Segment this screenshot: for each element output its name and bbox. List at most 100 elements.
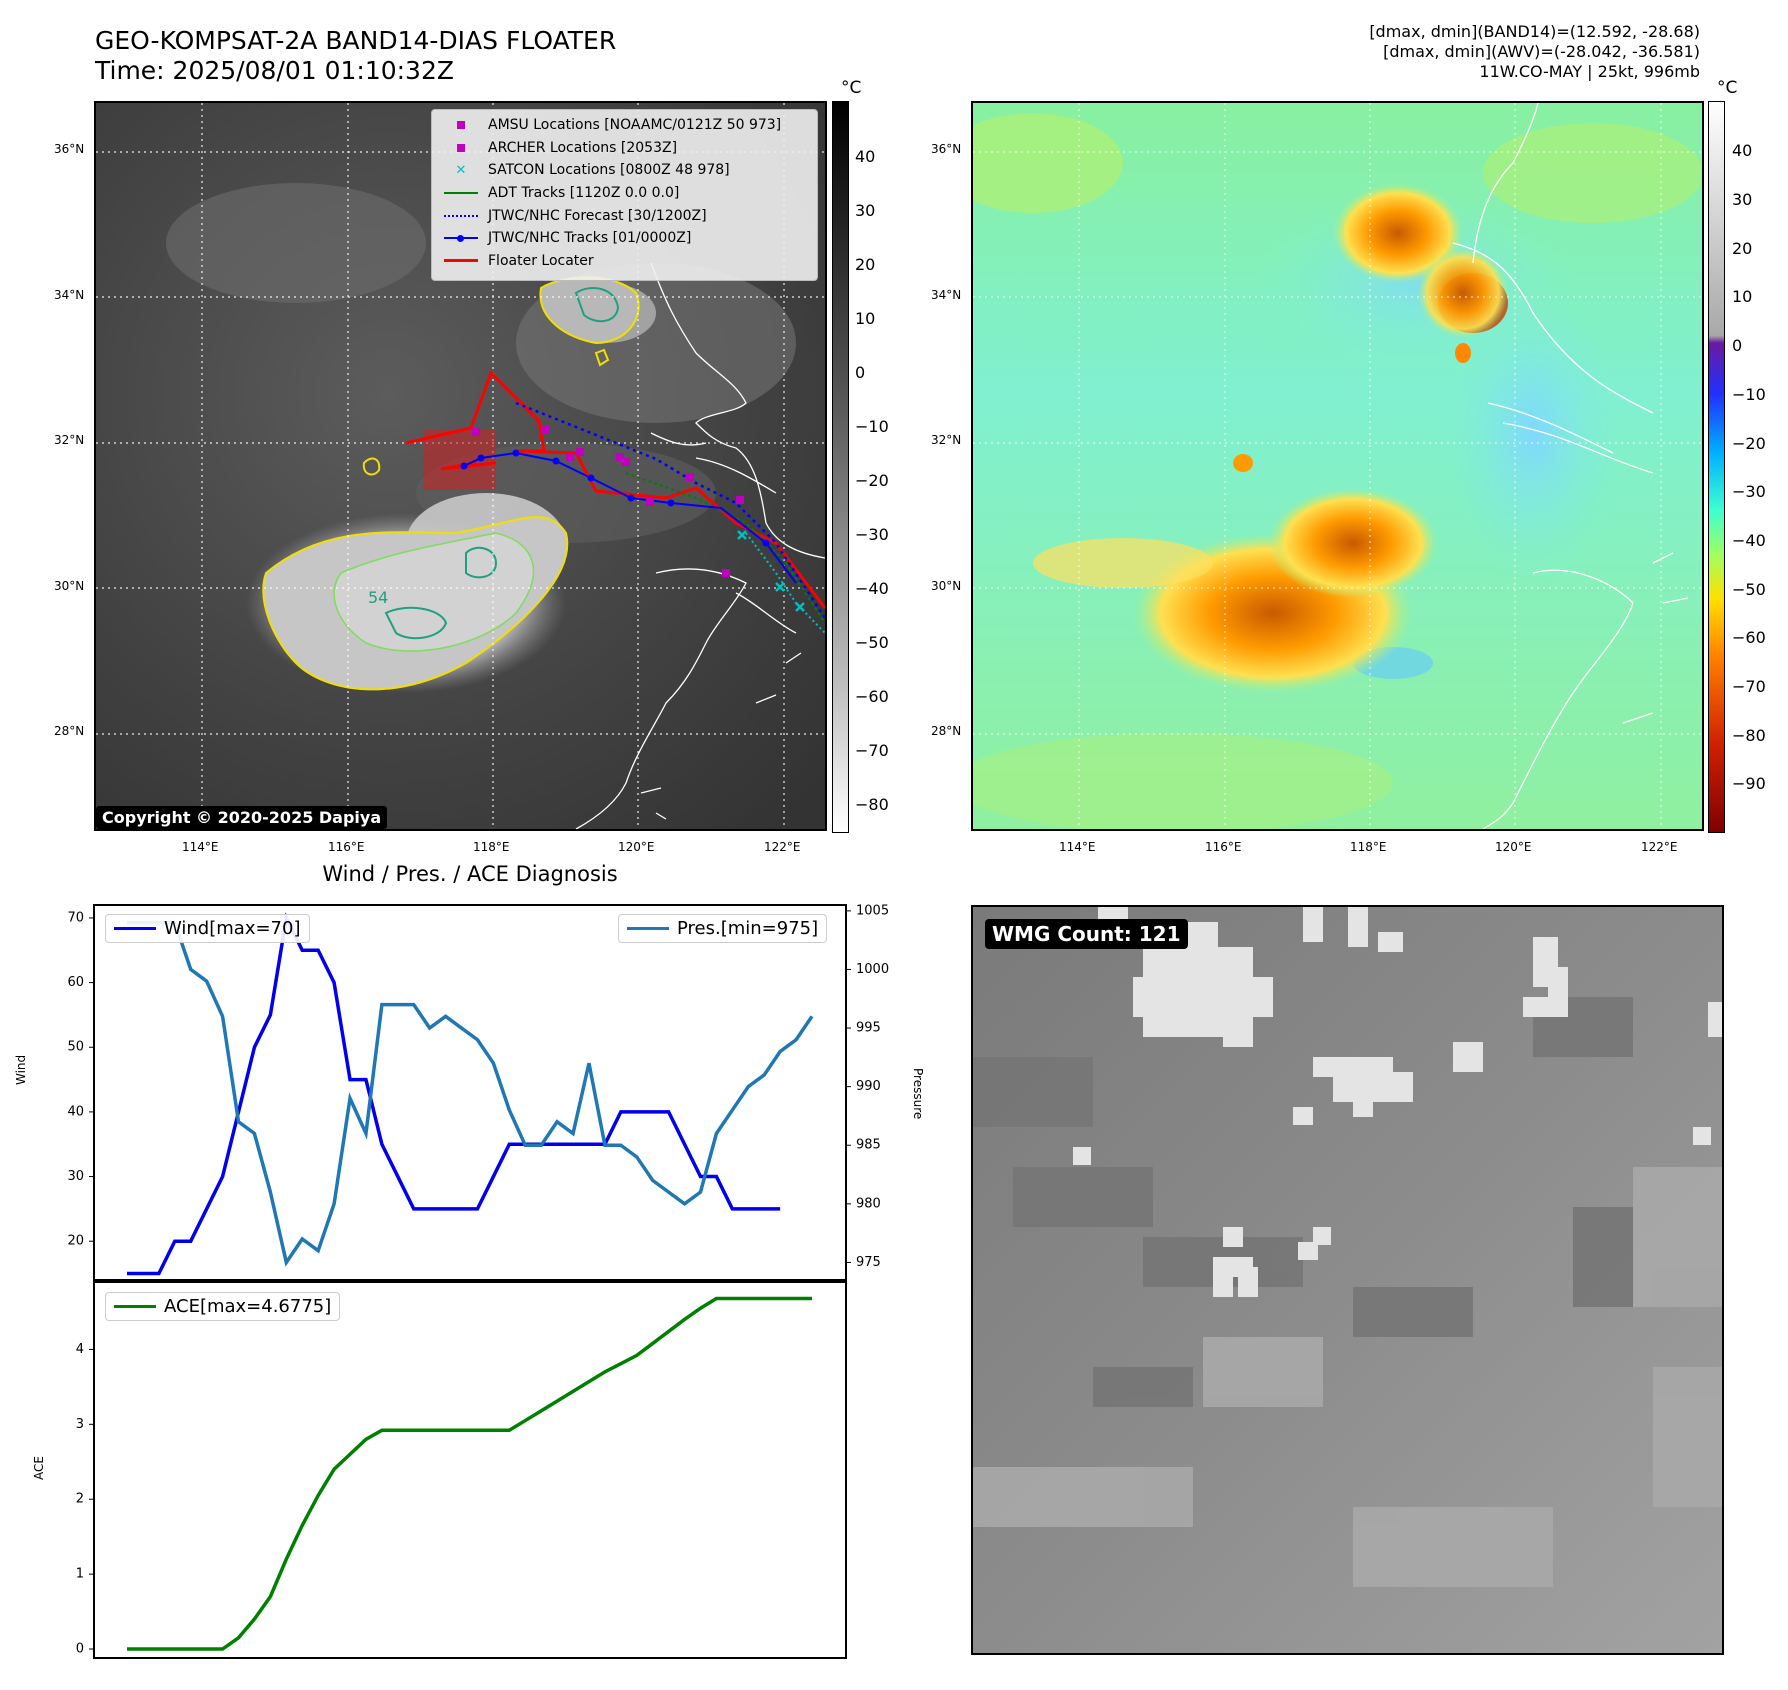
floater-line-icon bbox=[440, 259, 482, 263]
right-cb-tick-30: 30 bbox=[1732, 190, 1753, 209]
left-colorbar-unit: °C bbox=[841, 78, 862, 98]
legend-forecast-label: JTWC/NHC Forecast [30/1200Z] bbox=[488, 207, 707, 224]
right-cb-tick-m40: −40 bbox=[1732, 531, 1766, 550]
left-cb-tick-m70: −70 bbox=[855, 741, 889, 760]
ace-ytick-label: 4 bbox=[76, 1342, 84, 1357]
ace-legend-label: ACE[max=4.6775] bbox=[164, 1296, 332, 1317]
wind-plot-frame bbox=[93, 904, 847, 1281]
right-lon-120: 120°E bbox=[1495, 840, 1532, 854]
wind-legend-line-icon bbox=[114, 927, 156, 930]
right-colorbar-unit: °C bbox=[1717, 78, 1738, 98]
pressure-ytick-label: 990 bbox=[856, 1079, 881, 1094]
legend-archer: ARCHER Locations [2053Z] bbox=[440, 137, 809, 160]
left-lat-30: 30°N bbox=[54, 579, 85, 593]
figure-title: GEO-KOMPSAT-2A BAND14-DIAS FLOATER Time:… bbox=[95, 26, 616, 86]
ace-series-line bbox=[127, 1296, 812, 1651]
contour-label: 54 bbox=[368, 588, 388, 607]
wind-legend-label: Wind[max=70] bbox=[164, 918, 301, 939]
pressure-ytick-label: 980 bbox=[856, 1196, 881, 1211]
legend-adt-label: ADT Tracks [1120Z 0.0 0.0] bbox=[488, 185, 680, 202]
left-cb-tick-40: 40 bbox=[855, 147, 876, 166]
right-lat-28: 28°N bbox=[931, 724, 962, 738]
awv-map[interactable] bbox=[971, 101, 1704, 831]
right-cb-tick-0: 0 bbox=[1732, 336, 1743, 355]
right-cb-tick-20: 20 bbox=[1732, 239, 1753, 258]
amsu-archer-markers bbox=[472, 426, 744, 577]
left-cb-tick-m20: −20 bbox=[855, 471, 889, 490]
jtwc-track-points bbox=[460, 449, 770, 547]
wmg-imagery bbox=[973, 907, 1722, 1653]
ace-ytick-label: 2 bbox=[76, 1492, 84, 1507]
ace-legend: ACE[max=4.6775] bbox=[105, 1292, 341, 1321]
forecast-track bbox=[515, 401, 825, 619]
left-cb-tick-10: 10 bbox=[855, 309, 876, 328]
left-lat-34: 34°N bbox=[54, 288, 85, 302]
left-cb-tick-m40: −40 bbox=[855, 579, 889, 598]
left-lon-120: 120°E bbox=[618, 840, 655, 854]
pressure-legend-line-icon bbox=[627, 927, 669, 930]
wind-ytick-label: 30 bbox=[67, 1169, 84, 1184]
right-cb-tick-m90: −90 bbox=[1732, 774, 1766, 793]
wind-legend: Wind[max=70] bbox=[105, 914, 310, 943]
jtwc-line-icon bbox=[440, 234, 482, 242]
right-lon-122: 122°E bbox=[1641, 840, 1678, 854]
ace-ytick-label: 3 bbox=[76, 1417, 84, 1432]
pressure-ytick-label: 1005 bbox=[856, 903, 889, 918]
left-cb-tick-m50: −50 bbox=[855, 633, 889, 652]
legend-jtwc: JTWC/NHC Tracks [01/0000Z] bbox=[440, 227, 809, 250]
legend-floater-label: Floater Locater bbox=[488, 252, 594, 269]
satcon-marker-icon: ✕ bbox=[455, 162, 467, 178]
left-lon-122: 122°E bbox=[764, 840, 801, 854]
pressure-legend: Pres.[min=975] bbox=[618, 914, 828, 943]
right-lon-116: 116°E bbox=[1205, 840, 1242, 854]
wmg-count-badge: WMG Count: 121 bbox=[985, 919, 1188, 949]
ace-ytick-label: 1 bbox=[76, 1567, 84, 1582]
legend-floater: Floater Locater bbox=[440, 250, 809, 273]
pressure-ytick-label: 985 bbox=[856, 1138, 881, 1153]
left-lat-28: 28°N bbox=[54, 724, 85, 738]
right-cb-tick-40: 40 bbox=[1732, 141, 1753, 160]
pressure-series-line bbox=[127, 920, 814, 1267]
ace-plot-frame bbox=[93, 1281, 847, 1659]
jtwc-track bbox=[463, 451, 797, 584]
pressure-ytick-label: 975 bbox=[856, 1255, 881, 1270]
ace-ytick-label: 0 bbox=[76, 1642, 84, 1657]
band14-map[interactable]: 54 bbox=[94, 101, 827, 831]
right-lat-32: 32°N bbox=[931, 433, 962, 447]
legend-satcon-label: SATCON Locations [0800Z 48 978] bbox=[488, 162, 730, 179]
wind-pressure-chart: 20 30 40 50 60 70 975 980 985 990 995 1000 1005 bbox=[67, 903, 889, 1281]
stats-block: [dmax, dmin](BAND14)=(12.592, -28.68) [d… bbox=[1369, 22, 1700, 82]
legend-adt: ADT Tracks [1120Z 0.0 0.0] bbox=[440, 182, 809, 205]
stats-band14: [dmax, dmin](BAND14)=(12.592, -28.68) bbox=[1369, 22, 1700, 41]
right-cb-tick-m10: −10 bbox=[1732, 385, 1766, 404]
wind-ytick-label: 60 bbox=[67, 975, 84, 990]
adt-line-icon bbox=[440, 192, 482, 195]
right-cb-tick-m80: −80 bbox=[1732, 726, 1766, 745]
pressure-ytick-label: 1000 bbox=[856, 962, 889, 977]
track-legend: AMSU Locations [NOAAMC/0121Z 50 973] ARC… bbox=[431, 109, 818, 281]
awv-imagery bbox=[973, 103, 1702, 829]
stats-storm: 11W.CO-MAY | 25kt, 996mb bbox=[1479, 62, 1700, 81]
left-cb-tick-m10: −10 bbox=[855, 417, 889, 436]
right-lon-118: 118°E bbox=[1350, 840, 1387, 854]
right-cb-tick-m30: −30 bbox=[1732, 482, 1766, 501]
left-cb-tick-30: 30 bbox=[855, 201, 876, 220]
amsu-marker-icon bbox=[440, 121, 482, 130]
legend-satcon: ✕ SATCON Locations [0800Z 48 978] bbox=[440, 159, 809, 182]
ace-legend-line-icon bbox=[114, 1305, 156, 1308]
right-cb-tick-10: 10 bbox=[1732, 287, 1753, 306]
right-lat-36: 36°N bbox=[931, 142, 962, 156]
wmg-panel[interactable]: WMG Count: 121 bbox=[971, 905, 1724, 1655]
left-lon-116: 116°E bbox=[328, 840, 365, 854]
copyright-badge: Copyright © 2020-2025 Dapiya bbox=[96, 806, 388, 829]
left-lat-32: 32°N bbox=[54, 433, 85, 447]
legend-archer-label: ARCHER Locations [2053Z] bbox=[488, 139, 678, 156]
left-colorbar bbox=[832, 101, 849, 833]
left-cb-tick-m30: −30 bbox=[855, 525, 889, 544]
right-lat-30: 30°N bbox=[931, 579, 962, 593]
legend-jtwc-label: JTWC/NHC Tracks [01/0000Z] bbox=[488, 230, 692, 247]
wind-ytick-label: 70 bbox=[67, 910, 84, 925]
forecast-line-icon bbox=[440, 214, 482, 217]
right-cb-tick-m70: −70 bbox=[1732, 677, 1766, 696]
wind-ytick-label: 20 bbox=[67, 1234, 84, 1249]
